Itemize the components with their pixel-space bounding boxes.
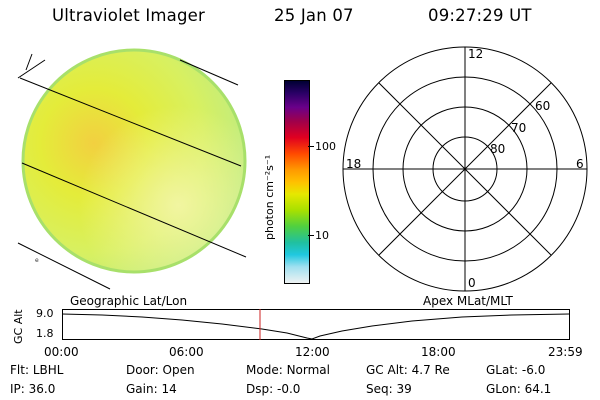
xtick-0600: 06:00 — [169, 345, 204, 359]
mlt-label-0: 0 — [468, 276, 476, 290]
image-time: 09:27:29 UT — [428, 6, 532, 25]
status-glat: GLat: -6.0 — [486, 363, 546, 377]
status-filter: Flt: LBHL — [10, 363, 64, 377]
svg-text:e: e — [35, 257, 39, 264]
xtick-1800: 18:00 — [421, 345, 456, 359]
instrument-title: Ultraviolet Imager — [52, 6, 205, 25]
mlt-label-18: 18 — [346, 157, 362, 171]
mlt-label-6: 6 — [576, 157, 584, 171]
colorbar-unit-label: photon cm⁻²s⁻¹ — [263, 154, 276, 240]
xtick-2359: 23:59 — [548, 345, 583, 359]
status-door: Door: Open — [126, 363, 195, 377]
status-gain: Gain: 14 — [126, 382, 177, 396]
xtick-0000: 00:00 — [44, 345, 79, 359]
timeline-ylabel: GC Alt — [12, 309, 25, 344]
timeline-right-caption: Apex MLat/MLT — [423, 294, 513, 308]
mlt-label-12: 12 — [468, 47, 484, 61]
timeline-left-caption: Geographic Lat/Lon — [70, 294, 188, 308]
altitude-timeline — [62, 309, 570, 340]
colorbar — [284, 80, 310, 284]
polar-plot — [342, 46, 588, 292]
status-mode: Mode: Normal — [246, 363, 330, 377]
geo-grid-lines — [17, 53, 247, 290]
status-ip: IP: 36.0 — [10, 382, 56, 396]
xtick-1200: 12:00 — [295, 345, 330, 359]
lat-label-70: 70 — [511, 121, 527, 135]
lat-label-60: 60 — [535, 99, 551, 113]
status-seq: Seq: 39 — [366, 382, 412, 396]
uv-earth-image: e — [17, 48, 247, 290]
colorbar-tick-100: 100 — [315, 140, 336, 153]
status-glon: GLon: 64.1 — [486, 382, 552, 396]
image-date: 25 Jan 07 — [274, 6, 354, 25]
timeline-ytick-9: 9.0 — [36, 307, 54, 320]
status-gc-alt: GC Alt: 4.7 Re — [366, 363, 450, 377]
altitude-curve — [62, 313, 570, 340]
lat-label-80: 80 — [490, 142, 506, 156]
status-dsp: Dsp: -0.0 — [246, 382, 301, 396]
colorbar-tick-10: 10 — [315, 229, 329, 242]
timeline-ytick-1-8: 1.8 — [36, 327, 54, 340]
